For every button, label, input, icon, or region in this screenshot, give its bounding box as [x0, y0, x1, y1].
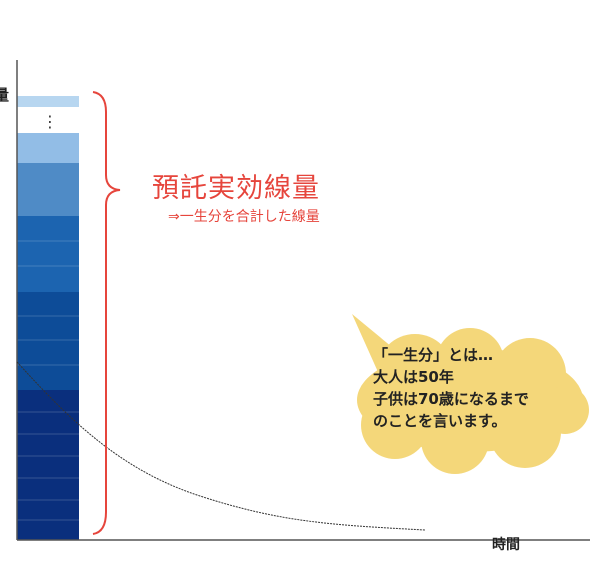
- bubble-line: 「一生分」とは…: [373, 346, 494, 364]
- bar-ellipsis: ⋮: [42, 112, 58, 131]
- speech-bubble-text: 「一生分」とは… 大人は50年 子供は70歳になるまで のことを言います。: [373, 344, 583, 432]
- bar-segment-gap: [17, 107, 79, 133]
- dose-stacked-bar: [17, 96, 79, 540]
- speech-bubble: [352, 314, 589, 474]
- bar-segment-dark: [17, 292, 79, 390]
- bar-segment-darkest: [17, 390, 79, 540]
- bar-segment-mid-light: [17, 163, 79, 216]
- bubble-line: のことを言います。: [373, 412, 507, 430]
- bubble-line: 大人は50年: [373, 368, 454, 386]
- y-axis-label: 量: [0, 86, 10, 104]
- bar-segment-mid: [17, 216, 79, 292]
- diagram-title: 預託実効線量: [152, 173, 320, 204]
- bar-segment-light: [17, 133, 79, 163]
- diagram-subtitle: ⇒一生分を合計した線量: [168, 209, 320, 225]
- bar-segment-lightest: [17, 96, 79, 107]
- dose-rate-curve: [16, 361, 426, 531]
- bubble-line: 子供は70歳になるまで: [373, 390, 529, 408]
- x-axis-label: 時間: [492, 537, 520, 553]
- curly-brace: [92, 91, 121, 535]
